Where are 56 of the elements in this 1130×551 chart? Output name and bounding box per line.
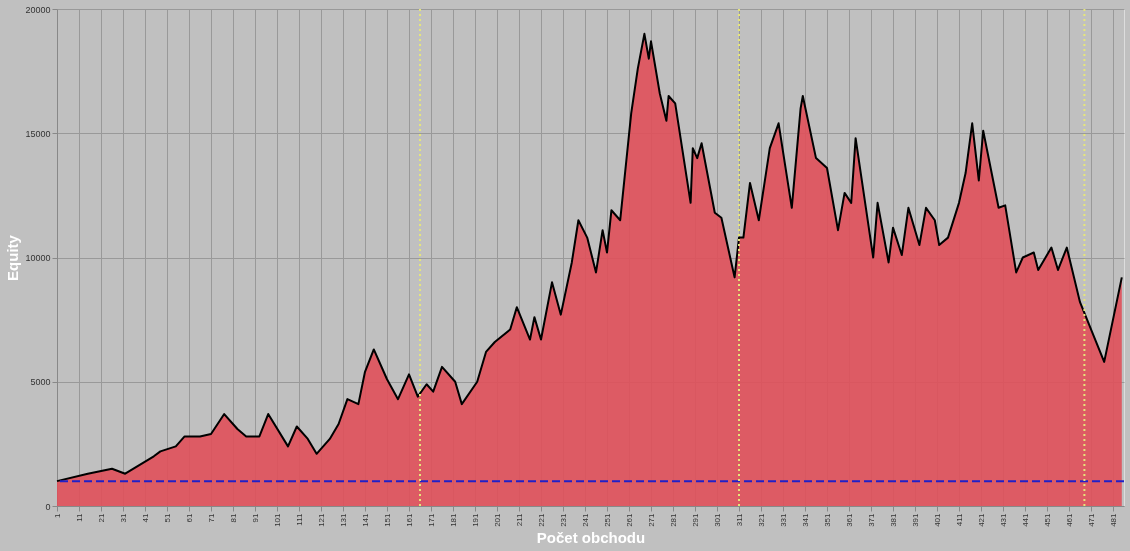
x-tick-label: 61 [184,512,194,523]
x-axis-title: Počet obchodu [536,528,646,546]
x-tick-label: 171 [426,512,436,527]
y-tick-label: 5000 [30,377,51,388]
y-tick-label: 0 [45,501,51,512]
x-tick-label: 151 [382,512,392,527]
x-tick-label: 461 [1064,512,1074,527]
x-tick-label: 371 [866,512,876,527]
x-tick-label: 321 [756,512,766,527]
x-tick-label: 191 [470,512,480,527]
x-tick-label: 281 [668,512,678,527]
x-tick-label: 341 [800,512,810,527]
y-tick-label: 15000 [25,128,51,139]
x-tick-label: 1 [52,512,62,518]
x-tick-label: 51 [162,512,172,523]
x-tick-label: 261 [624,512,634,527]
x-tick-label: 241 [580,512,590,527]
x-tick-label: 481 [1108,512,1118,527]
x-tick-label: 91 [250,512,260,523]
x-tick-label: 451 [1042,512,1052,527]
x-tick-label: 141 [360,512,370,527]
x-tick-label: 471 [1086,512,1096,527]
y-tick-label: 10000 [25,253,51,263]
x-tick-label: 121 [316,512,326,527]
x-tick-label: 81 [228,512,238,523]
x-tick-label: 211 [514,512,524,527]
x-tick-label: 311 [734,512,744,527]
x-tick-label: 431 [998,512,1008,527]
x-tick-label: 161 [404,512,414,527]
x-tick-label: 101 [272,512,282,527]
x-tick-label: 381 [888,512,898,527]
x-tick-label: 41 [140,512,150,523]
x-tick-label: 131 [338,512,348,527]
x-tick-label: 401 [932,512,942,527]
x-tick-label: 351 [822,512,832,527]
y-axis-title: Equity [4,234,22,281]
x-tick-label: 221 [536,512,546,527]
x-tick-label: 361 [844,512,854,527]
x-tick-label: 441 [1020,512,1030,527]
x-tick-label: 31 [118,512,128,523]
x-tick-label: 271 [646,512,656,527]
x-tick-label: 251 [602,512,612,527]
x-tick-label: 291 [690,512,700,527]
x-tick-label: 71 [206,512,216,523]
x-tick-label: 21 [96,512,106,523]
x-tick-label: 111 [294,512,304,526]
x-tick-label: 411 [954,512,964,527]
x-tick-label: 201 [492,512,502,527]
x-tick-label: 301 [712,512,722,527]
x-tick-label: 331 [778,512,788,527]
x-tick-label: 391 [910,512,920,527]
y-tick-label: 20000 [25,4,51,15]
x-tick-label: 231 [558,512,568,527]
x-tick-label: 11 [74,512,84,522]
x-tick-label: 421 [976,512,986,527]
x-tick-label: 181 [448,512,458,527]
